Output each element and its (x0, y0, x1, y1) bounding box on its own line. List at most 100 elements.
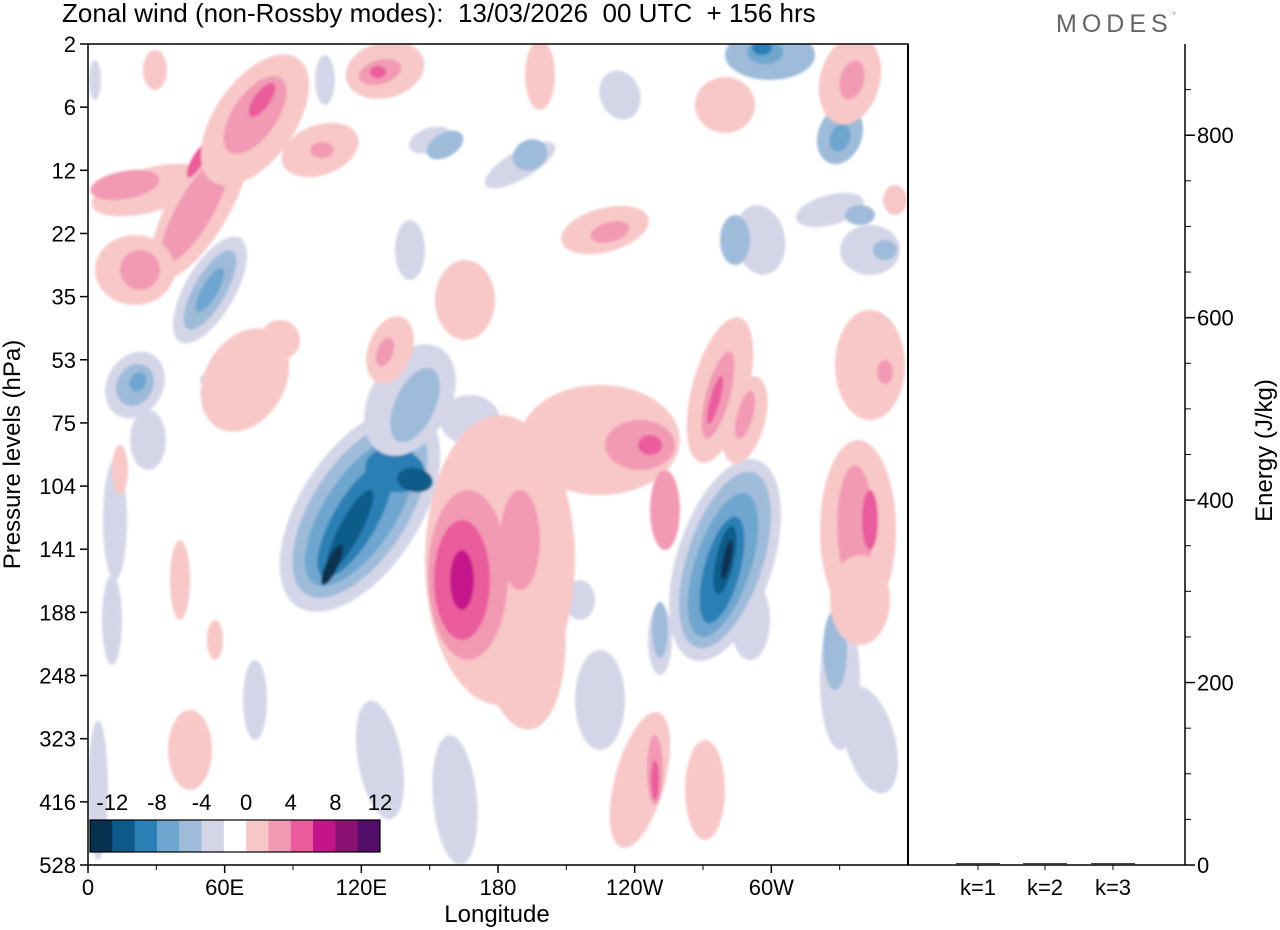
field-contour (450, 550, 474, 610)
field-contour (839, 60, 865, 100)
field-contour (734, 390, 756, 440)
x-tick-label: 60E (205, 875, 244, 900)
field-contour (652, 602, 668, 658)
field-contour (845, 205, 875, 225)
field-contour (375, 337, 395, 367)
field-contour (161, 157, 229, 263)
colorbar-swatch (335, 820, 359, 852)
energy-tick-label: 600 (1197, 306, 1234, 331)
colorbar-label: -12 (96, 790, 128, 815)
field-contour (706, 375, 724, 425)
field-contour (370, 66, 386, 78)
colorbar-label: 4 (285, 790, 297, 815)
colorbar-label: -4 (192, 790, 212, 815)
field-contour (840, 225, 900, 275)
colorbar-swatch (246, 820, 269, 852)
field-contour (651, 760, 659, 800)
colorbar-label: -8 (147, 790, 167, 815)
field-contour (355, 700, 405, 820)
field-contour (650, 470, 680, 550)
field-contour (435, 260, 495, 340)
field-contour (130, 410, 166, 470)
brand-logo-text: MODES (1056, 10, 1173, 38)
field-contour (168, 710, 212, 790)
field-contour (170, 540, 190, 620)
y-tick-label: 416 (39, 790, 76, 815)
x-tick-label: 60W (749, 875, 794, 900)
field-contour (575, 650, 625, 750)
colorbar-label: 8 (329, 790, 341, 815)
x-tick-label: 180 (480, 875, 517, 900)
brand-logo-mark: ° (1172, 11, 1176, 20)
field-contour (112, 445, 128, 495)
colorbar-swatch (112, 820, 136, 852)
field-contour (129, 372, 147, 392)
x-tick-label: 120W (606, 875, 664, 900)
field-contour (525, 44, 555, 110)
energy-category-label: k=3 (1095, 875, 1131, 900)
y-tick-label: 35 (52, 285, 76, 310)
energy-panel: 0 200 400 600 800 Energy (J/kg) k=1 k=2 k=3 (956, 89, 1278, 900)
field-contour (590, 221, 630, 243)
colorbar-label: 0 (240, 790, 252, 815)
colorbar-swatch (156, 820, 180, 852)
colorbar-frame (89, 819, 381, 853)
energy-bar (956, 863, 1000, 866)
energy-tick-label: 0 (1197, 853, 1209, 878)
brand-logo: MODES° (1056, 10, 1176, 39)
field-contour (90, 169, 160, 201)
heatmap-field (88, 44, 907, 865)
x-tick-label: 0 (82, 875, 94, 900)
chart-title: Zonal wind (non-Rossby modes): 13/03/202… (62, 0, 816, 28)
x-tick-label: 120E (336, 875, 387, 900)
y-axis-label: Pressure levels (hPa) (0, 340, 26, 569)
field-contour (829, 124, 851, 152)
field-contour (599, 70, 641, 120)
colorbar-swatch (201, 820, 225, 852)
field-contour (752, 44, 772, 55)
energy-category-label: k=1 (960, 875, 996, 900)
energy-tick-label: 200 (1197, 671, 1234, 696)
field-contour (426, 130, 464, 160)
field-contour (500, 490, 540, 590)
field-contour (195, 267, 225, 313)
y-tick-label: 528 (39, 853, 76, 878)
field-contour (862, 490, 878, 550)
colorbar-swatch (357, 820, 381, 852)
y-tick-label: 2 (64, 32, 76, 57)
y-tick-label: 75 (52, 411, 76, 436)
colorbar-swatch (290, 820, 314, 852)
field-contour (315, 55, 335, 105)
y-tick-label: 141 (39, 537, 76, 562)
colorbar-label: 12 (368, 790, 392, 815)
y-tick-label: 53 (52, 348, 76, 373)
y-tick-label: 22 (52, 221, 76, 246)
y-tick-label: 188 (39, 600, 76, 625)
field-contour (883, 185, 907, 215)
energy-category-label: k=2 (1027, 875, 1063, 900)
energy-tick-label: 400 (1197, 488, 1234, 513)
energy-bar (1023, 863, 1067, 866)
field-contour (873, 240, 897, 260)
field-contour (720, 215, 750, 265)
field-contour (310, 142, 334, 158)
x-axis-label: Longitude (444, 901, 549, 928)
field-contour (877, 360, 893, 384)
field-contour (721, 540, 733, 580)
field-contour (397, 467, 433, 493)
field-contour (243, 660, 267, 740)
field-contour (102, 575, 122, 665)
field-contour (734, 205, 786, 275)
field-contour (512, 139, 548, 171)
y-tick-label: 248 (39, 664, 76, 689)
field-contour (321, 544, 343, 586)
field-contour (835, 310, 905, 420)
energy-bar (1091, 863, 1135, 866)
colorbar-swatch (223, 820, 247, 852)
energy-tick-label: 800 (1197, 123, 1234, 148)
colorbar-swatch (268, 820, 292, 852)
y-tick-label: 104 (39, 474, 76, 499)
field-contour (837, 465, 873, 585)
field-contour (260, 320, 300, 360)
